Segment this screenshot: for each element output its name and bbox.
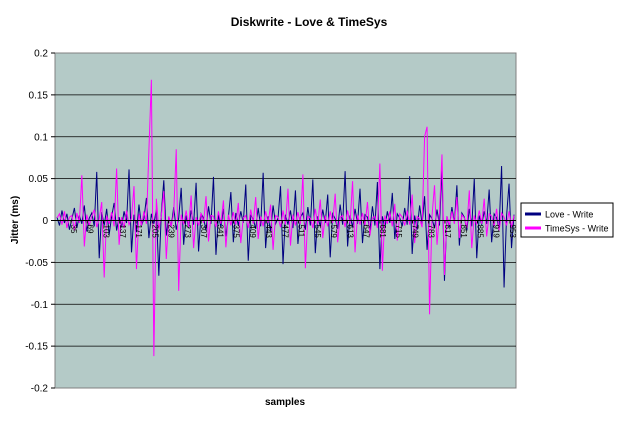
y-tick-label: 0 xyxy=(42,216,48,227)
series-line-timesys-write xyxy=(56,79,515,357)
y-axis-ticks: 0.2 0.15 0.1 0.05 0 -0.05 -0.1 -0.15 -0.2 xyxy=(25,49,55,395)
x-tick-label: 477 xyxy=(280,225,289,239)
x-tick-label: 375 xyxy=(232,225,241,239)
y-tick-label: 0.05 xyxy=(29,174,49,185)
x-tick-label: 273 xyxy=(183,225,192,239)
series-lines xyxy=(56,79,515,357)
x-tick-label: 919 xyxy=(492,225,501,239)
y-tick-label: -0.15 xyxy=(25,342,48,353)
y-tick-label: 0.15 xyxy=(29,90,49,101)
x-tick-label: 205 xyxy=(150,225,159,239)
x-tick-label: 443 xyxy=(264,225,273,239)
y-tick-label: 0.2 xyxy=(34,49,48,60)
x-tick-label: 103 xyxy=(102,225,111,239)
y-tick-label: -0.05 xyxy=(25,258,48,269)
legend-label-timesys: TimeSys - Write xyxy=(545,224,609,234)
x-tick-label: 511 xyxy=(297,225,306,238)
x-tick-label: 647 xyxy=(362,225,371,239)
legend: Love - Write TimeSys - Write xyxy=(520,202,614,238)
x-tick-label: 341 xyxy=(215,225,224,239)
x-axis-ticks: 35 69 103 137 171 205 239 273 307 341 375 409 443 477… xyxy=(69,220,517,239)
x-tick-label: 579 xyxy=(329,225,338,239)
x-tick-label: 817 xyxy=(443,225,452,239)
y-axis-label: Jitter (ms) xyxy=(10,196,21,244)
x-tick-label: 953 xyxy=(508,225,517,239)
x-tick-label: 715 xyxy=(394,225,403,239)
y-tick-label: 0.1 xyxy=(34,132,48,143)
x-tick-label: 885 xyxy=(475,225,484,239)
x-tick-label: 409 xyxy=(248,225,257,239)
y-tick-label: -0.1 xyxy=(31,300,49,311)
legend-box xyxy=(520,202,614,238)
x-tick-label: 783 xyxy=(427,225,436,239)
gridlines xyxy=(55,94,516,347)
x-tick-label: 545 xyxy=(313,225,322,239)
x-tick-label: 613 xyxy=(345,225,354,239)
x-tick-label: 137 xyxy=(118,225,127,239)
x-axis-label: samples xyxy=(265,397,305,408)
x-tick-label: 35 xyxy=(69,225,78,234)
x-tick-label: 171 xyxy=(134,225,143,239)
x-tick-label: 681 xyxy=(378,225,387,239)
x-tick-label: 851 xyxy=(459,225,468,239)
series-line-love-write xyxy=(56,166,515,288)
chart-title: Diskwrite - Love & TimeSys xyxy=(231,15,388,29)
x-tick-label: 749 xyxy=(410,225,419,239)
legend-label-love: Love - Write xyxy=(545,210,593,220)
x-tick-label: 69 xyxy=(85,225,94,234)
x-tick-label: 239 xyxy=(167,225,176,239)
x-tick-label: 307 xyxy=(199,225,208,239)
y-tick-label: -0.2 xyxy=(31,384,49,395)
